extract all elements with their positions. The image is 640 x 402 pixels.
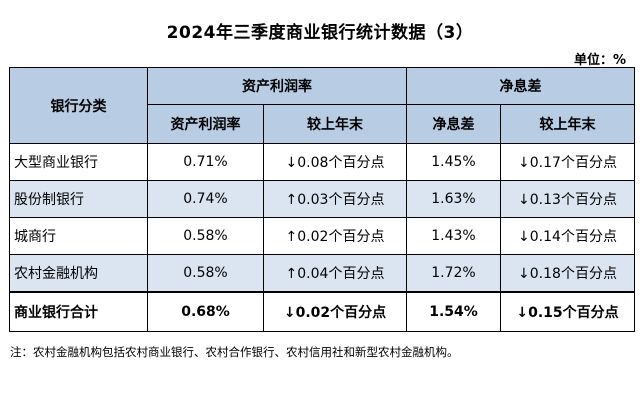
roa-change-cell: ↓0.08个百分点: [263, 143, 407, 181]
roa-change-cell: ↑0.03个百分点: [263, 180, 407, 218]
table-total-row: 商业银行合计 0.68% ↓0.02个百分点 1.54% ↓0.15个百分点: [9, 291, 635, 332]
bank-name-cell: 城商行: [9, 217, 148, 255]
nim-cell: 1.43%: [406, 217, 501, 255]
table-row: 城商行 0.58% ↑0.02个百分点 1.43% ↓0.14个百分点: [9, 217, 635, 255]
nim-change-cell: ↓0.13个百分点: [500, 180, 635, 218]
total-bank-name-cell: 商业银行合计: [9, 291, 148, 332]
total-roa-change-cell: ↓0.02个百分点: [263, 291, 407, 332]
table-header-group-row: 银行分类 资产利润率 净息差: [9, 67, 635, 144]
nim-cell: 1.63%: [406, 180, 501, 218]
bank-name-cell: 农村金融机构: [9, 254, 148, 293]
group-header-nim: 净息差: [406, 67, 635, 105]
col-header-nim-change: 较上年末: [500, 104, 635, 144]
total-nim-cell: 1.54%: [406, 291, 501, 332]
page-title: 2024年三季度商业银行统计数据（3）: [166, 23, 474, 43]
nim-change-cell: ↓0.18个百分点: [500, 254, 635, 293]
roa-change-cell: ↑0.04个百分点: [263, 254, 407, 293]
roa-cell: 0.58%: [147, 217, 264, 255]
roa-cell: 0.71%: [147, 143, 264, 181]
nim-cell: 1.45%: [406, 143, 501, 181]
col-header-nim: 净息差: [406, 104, 501, 144]
nim-change-cell: ↓0.14个百分点: [500, 217, 635, 255]
statistics-table: 银行分类 资产利润率 净息差 资产利润率 较上年末 净息差 较上年末 大型商业银…: [9, 67, 635, 332]
nim-change-cell: ↓0.17个百分点: [500, 143, 635, 181]
total-nim-change-cell: ↓0.15个百分点: [500, 291, 635, 332]
col-header-roa-change: 较上年末: [263, 104, 407, 144]
unit-label: 单位：%: [573, 53, 626, 68]
bank-name-cell: 大型商业银行: [9, 143, 148, 181]
row-header-bank-category: 银行分类: [9, 67, 148, 144]
roa-cell: 0.74%: [147, 180, 264, 218]
table-row: 大型商业银行 0.71% ↓0.08个百分点 1.45% ↓0.17个百分点: [9, 143, 635, 181]
roa-change-cell: ↑0.02个百分点: [263, 217, 407, 255]
group-header-roa: 资产利润率: [147, 67, 407, 105]
table-header-sub-row: 资产利润率 较上年末 净息差 较上年末: [10, 104, 635, 144]
bank-name-cell: 股份制银行: [9, 180, 148, 218]
col-header-roa: 资产利润率: [147, 104, 264, 144]
total-roa-cell: 0.68%: [147, 291, 264, 332]
footnote: 注：农村金融机构包括农村商业银行、农村合作银行、农村信用社和新型农村金融机构。: [10, 345, 459, 359]
table-row: 农村金融机构 0.58% ↑0.04个百分点 1.72% ↓0.18个百分点: [9, 254, 635, 293]
table-row: 股份制银行 0.74% ↑0.03个百分点 1.63% ↓0.13个百分点: [9, 180, 635, 218]
roa-cell: 0.58%: [147, 254, 264, 293]
nim-cell: 1.72%: [406, 254, 501, 293]
